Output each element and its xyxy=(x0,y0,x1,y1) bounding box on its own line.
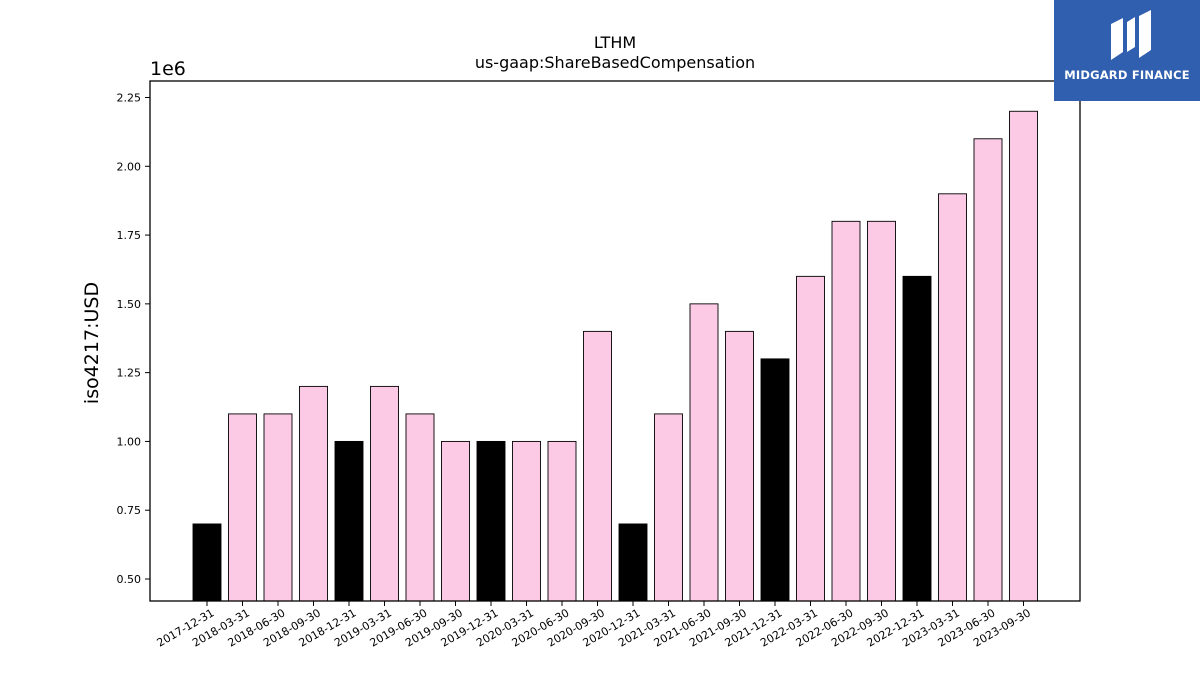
y-tick-label: 1.50 xyxy=(117,298,142,311)
y-tick-label: 1.75 xyxy=(117,229,142,242)
bar-2022-06-30 xyxy=(831,220,861,602)
y-tick-label: 2.25 xyxy=(117,92,142,105)
y-tick-label: 0.75 xyxy=(117,504,142,517)
bar-2022-03-31 xyxy=(796,275,825,602)
chart-subtitle: us-gaap:ShareBasedCompensation xyxy=(475,53,755,72)
bar-2022-09-30 xyxy=(867,220,896,602)
bar-2018-12-31 xyxy=(334,440,364,602)
bar-2020-06-30 xyxy=(547,440,577,602)
bar-2023-06-30 xyxy=(973,138,1003,602)
y-offset-label: 1e6 xyxy=(150,58,186,80)
bar-2019-06-30 xyxy=(405,413,435,602)
bar-2021-06-30 xyxy=(689,303,719,602)
y-tick-label: 0.50 xyxy=(117,573,142,586)
midgard-logo-icon xyxy=(1111,10,1151,60)
bar-2023-03-31 xyxy=(938,193,967,602)
bar-2018-09-30 xyxy=(299,385,328,602)
bar-2019-12-31 xyxy=(476,440,506,602)
bar-2020-03-31 xyxy=(512,440,541,602)
y-tick-label: 1.00 xyxy=(117,435,142,448)
chart-title: LTHM xyxy=(594,33,636,52)
brand-logo-text: MIDGARD FINANCE xyxy=(1064,68,1190,82)
plot-frame xyxy=(149,80,1081,602)
bar-2021-09-30 xyxy=(725,330,754,602)
bar-2021-03-31 xyxy=(654,413,683,602)
bar-2017-12-31 xyxy=(192,523,222,602)
bar-2019-03-31 xyxy=(370,385,399,602)
bar-2018-06-30 xyxy=(263,413,293,602)
y-axis-label: iso4217:USD xyxy=(81,282,103,404)
bar-2019-09-30 xyxy=(441,440,470,602)
brand-logo: MIDGARD FINANCE xyxy=(1054,0,1200,101)
y-tick-label: 2.00 xyxy=(117,160,142,173)
bar-2020-09-30 xyxy=(583,330,612,602)
bar-2021-12-31 xyxy=(760,358,790,602)
bar-2018-03-31 xyxy=(228,413,257,602)
bar-2023-09-30 xyxy=(1009,110,1038,602)
y-tick-label: 1.25 xyxy=(117,367,142,380)
bar-2020-12-31 xyxy=(618,523,648,602)
bar-2022-12-31 xyxy=(902,275,932,602)
